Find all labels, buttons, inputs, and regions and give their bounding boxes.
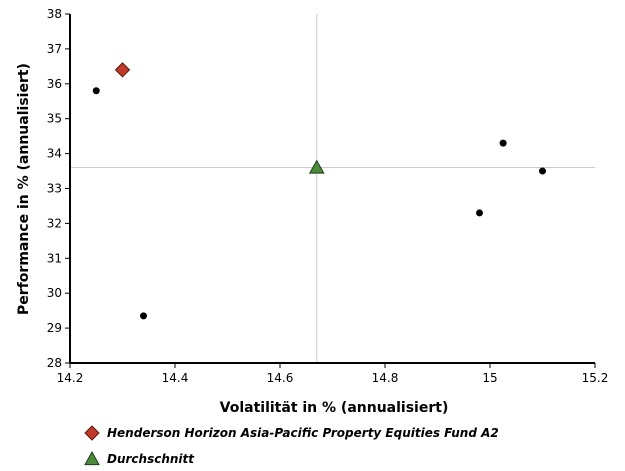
y-tick-label: 37	[47, 42, 62, 56]
y-axis-ticks: 28 29 30 31 32 33 34 35 36 37 38	[47, 7, 70, 370]
x-tick-label: 14.6	[267, 371, 294, 385]
circle-data-point	[92, 87, 100, 95]
circle-data-point	[499, 139, 507, 147]
y-tick-label: 36	[47, 77, 62, 91]
triangle-data-point	[308, 159, 325, 174]
y-tick-label: 35	[47, 112, 62, 126]
circle-data-point	[476, 209, 483, 217]
x-axis-label: Volatilität in % (annualisiert)	[220, 400, 449, 416]
axes	[69, 14, 595, 364]
legend-entry-label: Durchschnitt	[107, 452, 195, 466]
diamond-data-point	[114, 62, 131, 78]
y-axis-label: Performance in % (annualisiert)	[16, 63, 32, 315]
legend-entry-label: Henderson Horizon Asia-Pacific Property …	[107, 426, 499, 440]
legend-triangle-marker	[84, 450, 100, 466]
y-tick-label: 33	[47, 182, 62, 196]
reference-lines	[70, 14, 595, 363]
circle-data-point	[140, 312, 147, 320]
x-axis-ticks: 14.2 14.4 14.6 14.8 15 15.2	[57, 363, 609, 385]
data-points	[92, 62, 546, 320]
y-tick-label: 28	[47, 356, 62, 370]
x-tick-label: 15.2	[582, 371, 609, 385]
legend: Henderson Horizon Asia-Pacific Property …	[84, 425, 499, 466]
circle-data-point	[539, 167, 546, 175]
y-tick-label: 32	[47, 216, 62, 230]
y-tick-label: 31	[47, 251, 62, 265]
x-tick-label: 15	[482, 371, 497, 385]
y-tick-label: 29	[47, 321, 62, 335]
x-tick-label: 14.2	[57, 371, 84, 385]
y-tick-label: 38	[47, 7, 62, 21]
x-tick-label: 14.4	[162, 371, 189, 385]
legend-diamond-marker	[84, 425, 100, 441]
y-tick-label: 30	[47, 286, 62, 300]
x-tick-label: 14.8	[372, 371, 399, 385]
y-tick-label: 34	[47, 147, 62, 161]
